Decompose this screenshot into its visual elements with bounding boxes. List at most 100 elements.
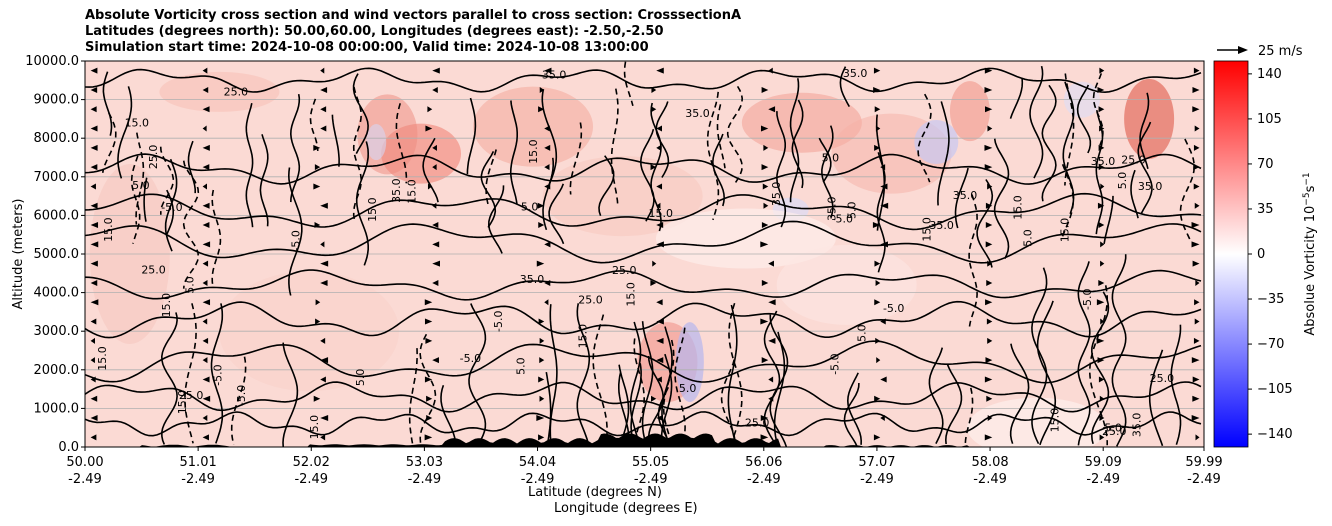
contour-line: [1095, 109, 1104, 235]
contour-line: [968, 194, 978, 327]
wind-arrow: [536, 415, 545, 422]
wind-arrow: [90, 86, 98, 93]
contour-line: [592, 314, 608, 447]
wind-arrow: [202, 376, 210, 383]
contour-label: 15.0: [308, 415, 321, 440]
contour-line: [187, 140, 196, 194]
wind-arrow: [986, 395, 993, 402]
wind-arrow: [873, 67, 881, 74]
contour-line: [1148, 349, 1164, 447]
contour-line: [711, 133, 726, 207]
wind-arrow: [768, 299, 776, 306]
wind-arrow: [656, 318, 664, 325]
wind-arrow: [90, 376, 96, 383]
wind-arrow: [1096, 299, 1105, 306]
wind-arrow: [761, 222, 769, 229]
x-tick-label-lat: 58.08: [971, 455, 1008, 470]
wind-arrow: [1194, 299, 1200, 306]
x-tick-label-lat: 51.01: [180, 455, 217, 470]
contour-label: -5.0: [828, 353, 841, 374]
wind-arrow: [874, 395, 881, 402]
contour-line: [1090, 291, 1110, 444]
wind-arrow: [426, 395, 433, 402]
contour-line: [422, 137, 439, 203]
contour-line: [160, 312, 178, 445]
wind-arrow: [768, 260, 774, 267]
wind-arrow: [985, 222, 993, 229]
contour-label: 35.0: [685, 107, 710, 120]
contour-line: [143, 177, 148, 222]
contour-line: [944, 363, 963, 445]
contour-line: [85, 192, 1202, 231]
wind-arrow: [985, 241, 993, 248]
contour-line: [245, 103, 254, 228]
x-tick-label-lon: -2.49: [860, 472, 894, 487]
wind-arrow: [880, 415, 885, 422]
wind-arrow: [987, 415, 993, 422]
wind-arrow: [768, 106, 776, 113]
wind-arrow: [90, 279, 98, 286]
contour-line: [287, 167, 303, 296]
wind-arrow: [544, 144, 551, 151]
contour-line: [85, 220, 1202, 264]
wind-arrow: [650, 279, 657, 286]
wind-arrow: [90, 241, 99, 248]
wind-arrow: [656, 376, 662, 383]
contour-label: 35.0: [843, 67, 868, 80]
contour-line: [976, 179, 994, 268]
wind-arrow: [90, 434, 97, 441]
wind-arrow: [984, 376, 993, 383]
contour-line: [633, 338, 646, 447]
contour-line: [954, 167, 969, 229]
contour-label: 25.0: [179, 389, 204, 402]
wind-arrow: [320, 434, 326, 441]
contour-label: -5.0: [161, 201, 182, 214]
x-tick-label-lat: 56.06: [745, 455, 782, 470]
wind-arrow: [1194, 318, 1200, 325]
x-tick-label-lon: -2.49: [68, 472, 102, 487]
wind-arrow: [656, 125, 663, 132]
x-tick-label-lon: -2.49: [181, 472, 215, 487]
contour-line: [309, 98, 319, 151]
wind-arrow: [424, 434, 433, 441]
wind-arrow: [1192, 260, 1200, 267]
contour-line: [468, 303, 487, 444]
colorbar-label-unit-exponent: −1: [1302, 172, 1312, 185]
contour-line: [184, 303, 197, 444]
chart-title-line-3: Simulation start time: 2024-10-08 00:00:…: [85, 40, 649, 55]
contour-line: [1064, 73, 1075, 186]
contour-line: [164, 158, 178, 252]
wind-arrow: [425, 337, 433, 344]
vorticity-patch: [914, 120, 959, 165]
vorticity-patch: [159, 71, 280, 112]
contour-line: [1111, 254, 1127, 447]
wind-arrow: [539, 337, 545, 344]
contour-line: [289, 93, 301, 203]
wind-arrow: [875, 125, 881, 132]
contour-line: [85, 269, 1202, 301]
wind-arrow: [985, 357, 993, 364]
vorticity-patch: [366, 124, 387, 161]
x-tick-label-lat: 57.07: [858, 455, 895, 470]
wind-arrow: [538, 376, 545, 383]
colorbar-tick-label: 105: [1257, 112, 1282, 127]
contour-labels: 25.05.015.025.035.025.05.0-5.035.025.0-5…: [96, 67, 1174, 439]
wind-arrow: [539, 395, 545, 402]
wind-arrow: [320, 67, 325, 74]
wind-arrow: [874, 260, 881, 267]
x-axis-label-latitude: Latitude (degrees N): [528, 485, 662, 500]
wind-arrow: [987, 260, 993, 267]
contour-line: [1077, 261, 1091, 446]
wind-arrow: [1099, 125, 1105, 132]
contour-line: [1009, 78, 1024, 119]
wind-arrow: [90, 337, 95, 344]
contour-label: 35.0: [390, 178, 403, 203]
contour-line: [1130, 169, 1139, 219]
wind-arrow: [320, 202, 328, 209]
wind-arrow: [202, 299, 211, 306]
x-tick-label-lat: 55.05: [632, 455, 669, 470]
contour-line: [728, 302, 743, 444]
wind-arrow: [656, 337, 664, 344]
contour-label: 15.0: [527, 139, 540, 164]
contour-line: [545, 371, 552, 445]
